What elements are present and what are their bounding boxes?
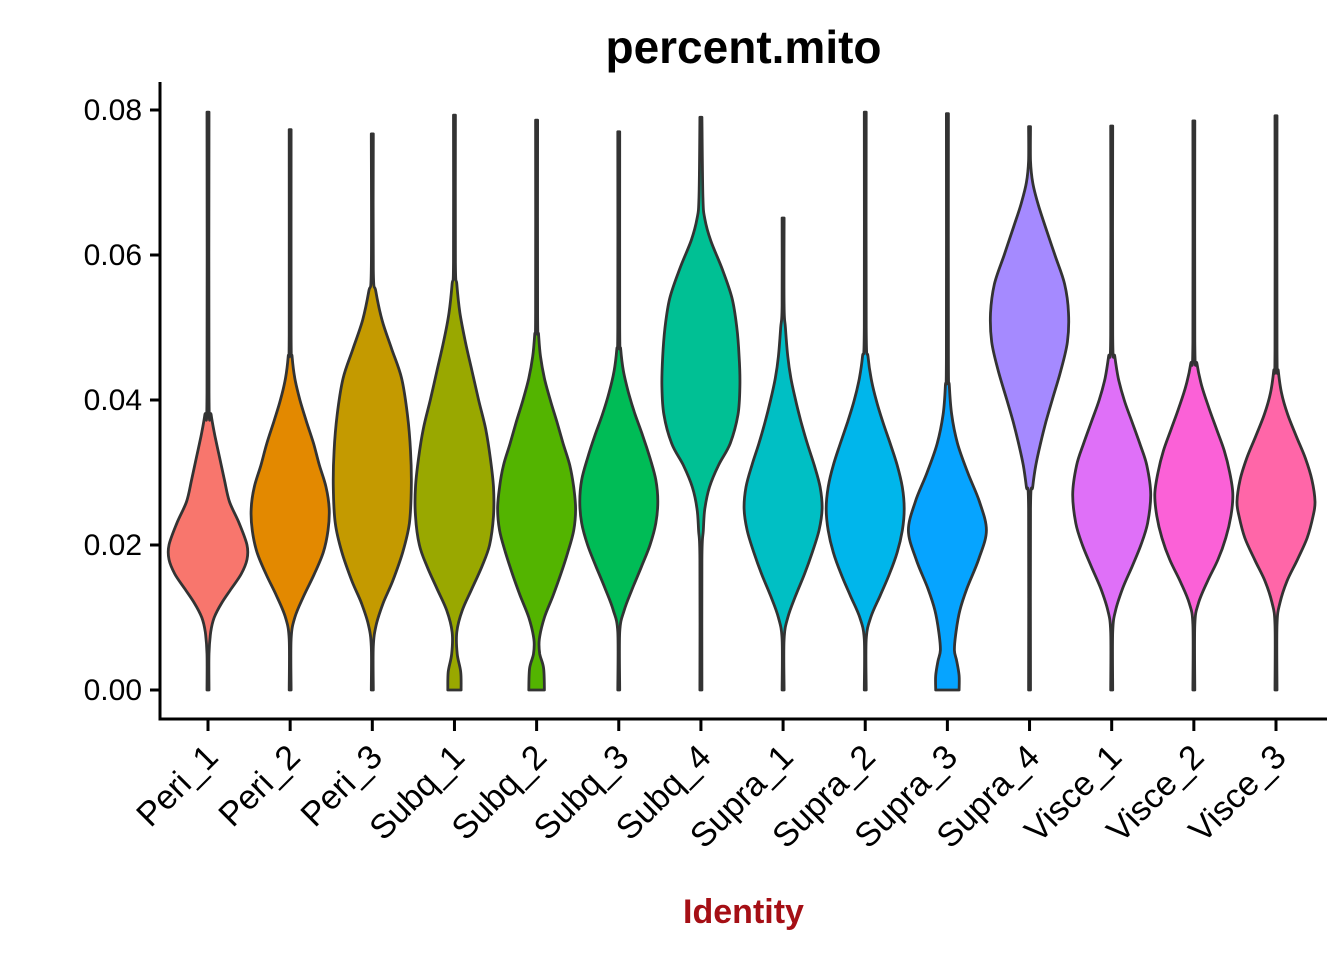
violin-Peri_1 <box>166 110 250 692</box>
violin-Subq_1 <box>413 113 496 692</box>
y-tick-label: 0.00 <box>84 674 142 707</box>
violin-Visce_3 <box>1235 114 1317 692</box>
violin-Visce_2 <box>1153 119 1235 692</box>
y-tick-label: 0.06 <box>84 239 142 272</box>
chart-title: percent.mito <box>605 21 882 73</box>
violin-Supra_1 <box>742 216 824 692</box>
violin-Subq_4 <box>660 115 742 692</box>
violin-Supra_3 <box>906 112 988 692</box>
violin-Subq_2 <box>496 118 577 692</box>
violin-Supra_2 <box>824 110 906 692</box>
x-tick-label: Peri_2 <box>211 738 307 834</box>
y-tick-label: 0.08 <box>84 94 142 127</box>
x-axis-title: Identity <box>683 893 804 931</box>
violin-Visce_1 <box>1071 124 1153 692</box>
violin-Subq_3 <box>578 130 660 692</box>
y-tick-label: 0.04 <box>84 384 142 417</box>
violin-Peri_3 <box>331 132 413 692</box>
violin-Peri_2 <box>249 128 331 692</box>
y-tick-label: 0.02 <box>84 529 142 562</box>
violin-Supra_4 <box>988 125 1071 692</box>
x-tick-label: Peri_1 <box>129 738 225 834</box>
